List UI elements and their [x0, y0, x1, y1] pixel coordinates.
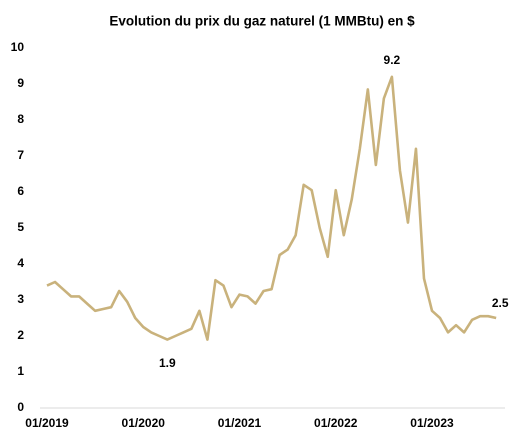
y-tick-label: 10 [11, 40, 25, 54]
x-tick-label: 01/2019 [25, 416, 69, 430]
price-line [46, 75, 497, 341]
data-label: 2.5 [492, 296, 509, 310]
x-tick-label: 01/2020 [122, 416, 166, 430]
data-label: 9.2 [384, 53, 401, 67]
data-label: 1.9 [159, 356, 176, 370]
y-tick-label: 2 [17, 328, 24, 342]
y-tick-label: 4 [17, 256, 24, 270]
y-tick-label: 9 [17, 76, 24, 90]
y-tick-label: 5 [17, 220, 24, 234]
y-tick-label: 7 [17, 148, 24, 162]
y-tick-label: 8 [17, 112, 24, 126]
y-tick-label: 6 [17, 184, 24, 198]
x-tick-label: 01/2022 [314, 416, 358, 430]
x-tick-label: 01/2023 [410, 416, 454, 430]
y-tick-label: 0 [17, 400, 24, 414]
chart-title: Evolution du prix du gaz naturel (1 MMBt… [109, 14, 415, 29]
y-tick-label: 3 [17, 292, 24, 306]
x-tick-label: 01/2021 [218, 416, 262, 430]
y-tick-label: 1 [17, 364, 24, 378]
